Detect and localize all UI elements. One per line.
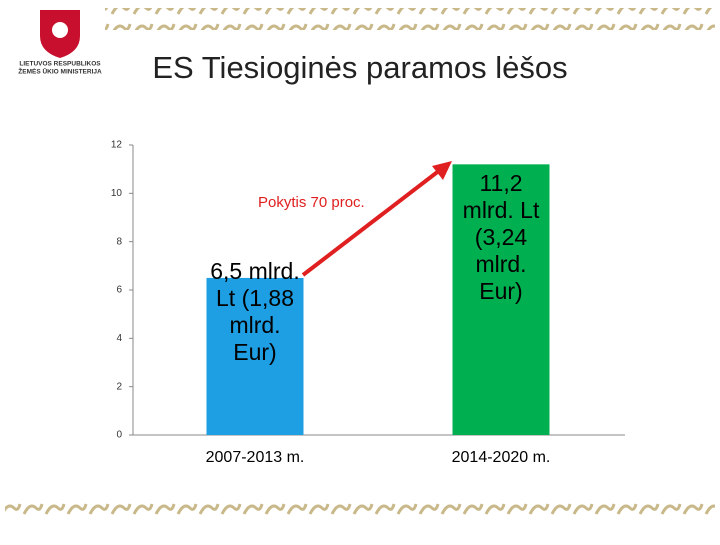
y-tick-label: 12 (111, 140, 123, 151)
y-tick-label: 10 (111, 188, 123, 199)
value-label-box: 11,2 mlrd. Lt (3,24 mlrd. Eur) (462, 170, 540, 304)
border-bottom (5, 497, 715, 519)
border-top (105, 8, 715, 30)
value-label: 6,5 mlrd. Lt (1,88 mlrd. Eur) (210, 258, 300, 365)
y-tick-label: 0 (116, 430, 122, 441)
value-label-box: 6,5 mlrd. Lt (1,88 mlrd. Eur) (210, 258, 300, 365)
value-label: 11,2 mlrd. Lt (3,24 mlrd. Eur) (462, 170, 540, 304)
chart-title: ES Tiesioginės paramos lėšos (152, 50, 567, 85)
y-tick-label: 2 (116, 381, 122, 392)
arrow-head (432, 161, 452, 180)
logo-text: ŽEMĖS ŪKIO MINISTERIJA (18, 67, 102, 76)
y-tick-label: 4 (116, 333, 122, 344)
bar (452, 164, 550, 436)
arrow (301, 168, 442, 277)
y-tick-label: 8 (116, 236, 122, 247)
logo-text: LIETUVOS RESPUBLIKOS (19, 61, 101, 68)
bar (206, 277, 304, 435)
y-tick-label: 6 (116, 285, 122, 296)
x-tick-label: 2007-2013 m. (206, 449, 305, 466)
logo: LIETUVOS RESPUBLIKOS ŽEMĖS ŪKIO MINISTER… (18, 10, 102, 76)
annotation: Pokytis 70 proc. (258, 194, 365, 211)
x-tick-label: 2014-2020 m. (452, 449, 551, 466)
